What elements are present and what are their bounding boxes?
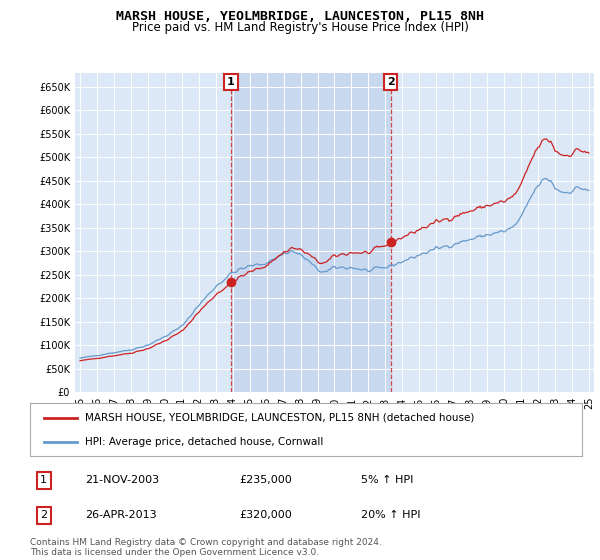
- Text: 1: 1: [227, 77, 235, 87]
- Text: £235,000: £235,000: [240, 475, 293, 485]
- Text: 2: 2: [40, 510, 47, 520]
- Text: 5% ↑ HPI: 5% ↑ HPI: [361, 475, 413, 485]
- Text: 21-NOV-2003: 21-NOV-2003: [85, 475, 160, 485]
- Text: Price paid vs. HM Land Registry's House Price Index (HPI): Price paid vs. HM Land Registry's House …: [131, 21, 469, 34]
- Text: 2: 2: [387, 77, 395, 87]
- Text: 26-APR-2013: 26-APR-2013: [85, 510, 157, 520]
- Bar: [231, 73, 391, 392]
- Text: Contains HM Land Registry data © Crown copyright and database right 2024.
This d: Contains HM Land Registry data © Crown c…: [30, 538, 382, 557]
- Text: MARSH HOUSE, YEOLMBRIDGE, LAUNCESTON, PL15 8NH (detached house): MARSH HOUSE, YEOLMBRIDGE, LAUNCESTON, PL…: [85, 413, 475, 423]
- Text: 20% ↑ HPI: 20% ↑ HPI: [361, 510, 421, 520]
- Text: 1: 1: [40, 475, 47, 485]
- Text: MARSH HOUSE, YEOLMBRIDGE, LAUNCESTON, PL15 8NH: MARSH HOUSE, YEOLMBRIDGE, LAUNCESTON, PL…: [116, 10, 484, 23]
- Text: £320,000: £320,000: [240, 510, 293, 520]
- Text: HPI: Average price, detached house, Cornwall: HPI: Average price, detached house, Corn…: [85, 437, 323, 447]
